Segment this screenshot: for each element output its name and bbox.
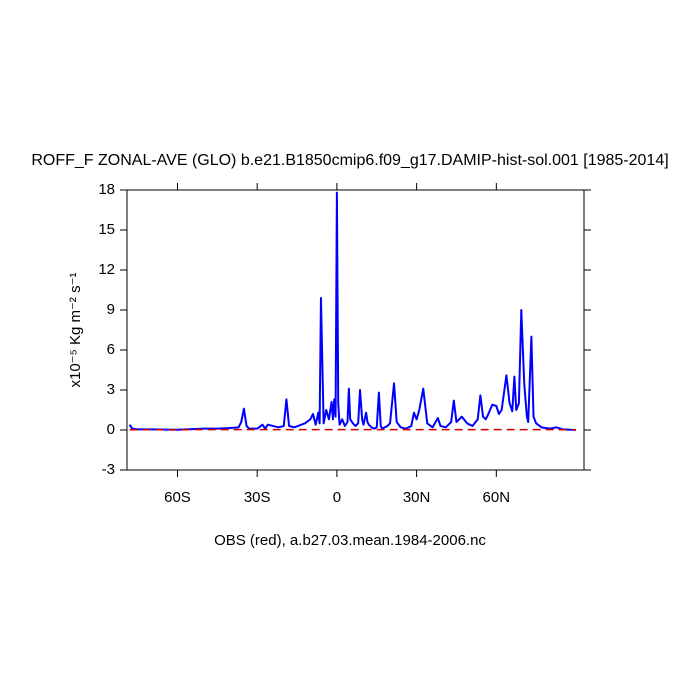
x-tick-label: 30S (244, 489, 271, 506)
y-tick-label: 3 (107, 381, 115, 398)
y-tick-label: 9 (107, 301, 115, 318)
chart-title: ROFF_F ZONAL-AVE (GLO) b.e21.B1850cmip6.… (31, 152, 668, 169)
series-line (128, 191, 577, 431)
y-tick-label: 18 (98, 181, 115, 198)
annotation: OBS (red), a.b27.03.mean.1984-2006.nc (214, 532, 486, 549)
y-tick-label: 0 (107, 421, 115, 438)
x-tick-label: 60N (483, 489, 511, 506)
y-tick-label: 6 (107, 341, 115, 358)
x-tick-label: 30N (403, 489, 431, 506)
y-tick-label: 15 (98, 221, 115, 238)
x-tick-label: 60S (164, 489, 191, 506)
x-tick-label: 0 (333, 489, 341, 506)
plot-frame (126, 189, 585, 471)
y-tick-label: -3 (102, 461, 115, 478)
y-axis-label: x10⁻⁵ Kg m⁻² s⁻¹ (67, 273, 84, 388)
y-tick-label: 12 (98, 261, 115, 278)
